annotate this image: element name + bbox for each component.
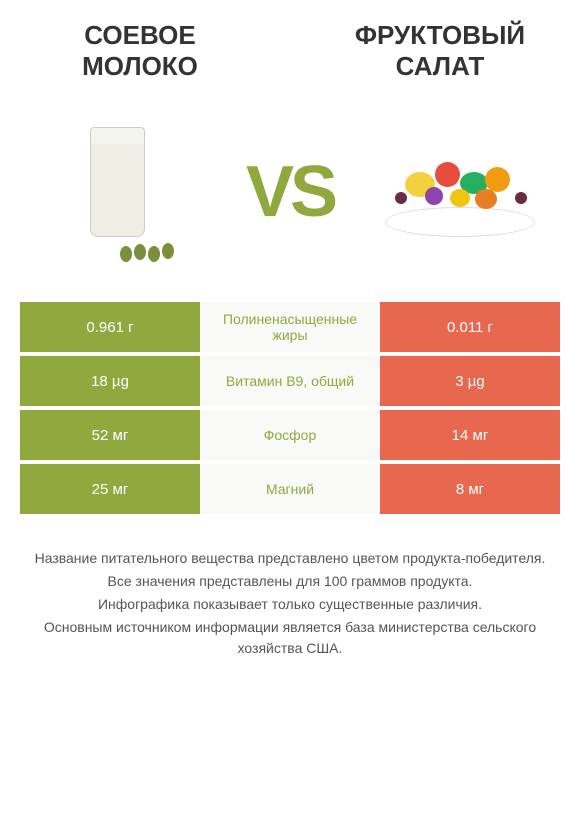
right-value: 14 мг <box>380 410 560 460</box>
left-value: 25 мг <box>20 464 200 514</box>
right-value: 3 µg <box>380 356 560 406</box>
product-right-title: ФРУКТОВЫЙ САЛАТ <box>340 20 540 82</box>
table-row: 25 мг Магний 8 мг <box>20 464 560 514</box>
right-value: 8 мг <box>380 464 560 514</box>
product-right-image <box>380 112 540 272</box>
footer-text: Название питательного вещества представл… <box>0 518 580 681</box>
table-row: 52 мг Фосфор 14 мг <box>20 410 560 460</box>
nutrient-name: Витамин B9, общий <box>200 356 380 406</box>
left-value: 18 µg <box>20 356 200 406</box>
nutrient-name: Полиненасыщенные жиры <box>200 302 380 352</box>
comparison-table: 0.961 г Полиненасыщенные жиры 0.011 г 18… <box>0 302 580 518</box>
table-row: 18 µg Витамин B9, общий 3 µg <box>20 356 560 406</box>
left-value: 52 мг <box>20 410 200 460</box>
footer-line: Все значения представлены для 100 граммо… <box>30 571 550 592</box>
product-left-title: СОЕВОЕ МОЛОКО <box>40 20 240 82</box>
salad-plate-icon <box>385 147 535 237</box>
header: СОЕВОЕ МОЛОКО ФРУКТОВЫЙ САЛАТ <box>0 0 580 92</box>
vs-label: VS <box>246 151 334 233</box>
footer-line: Основным источником информации является … <box>30 617 550 659</box>
product-left-image <box>40 112 200 272</box>
nutrient-name: Магний <box>200 464 380 514</box>
right-value: 0.011 г <box>380 302 560 352</box>
table-row: 0.961 г Полиненасыщенные жиры 0.011 г <box>20 302 560 352</box>
footer-line: Инфографика показывает только существенн… <box>30 594 550 615</box>
milk-glass-icon <box>90 127 150 257</box>
images-row: VS <box>0 92 580 302</box>
left-value: 0.961 г <box>20 302 200 352</box>
footer-line: Название питательного вещества представл… <box>30 548 550 569</box>
nutrient-name: Фосфор <box>200 410 380 460</box>
